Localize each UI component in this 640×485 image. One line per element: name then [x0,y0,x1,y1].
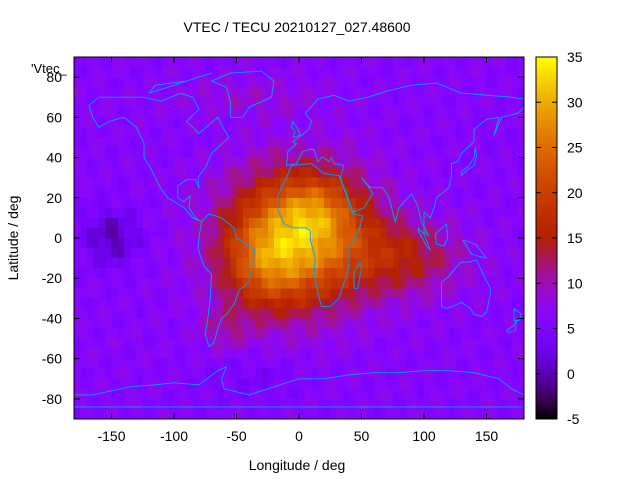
y-ticks: -80 -60 -40 -20 0 20 40 60 80 [42,69,524,407]
colorbar-tick-label: 10 [567,275,583,291]
colorbar-tick-label: 30 [567,94,583,110]
greenland-coast [211,70,275,118]
colorbar-tick-label: 35 [567,49,583,65]
y-axis-label: Latitude / deg [5,196,21,281]
x-tick-label: 100 [412,428,436,444]
y-tick-label: 40 [46,150,62,166]
key-label: 'Vtec_ [31,61,67,76]
y-tick-label: -80 [42,391,62,407]
x-tick-label: 0 [295,428,303,444]
borneo-coast [434,223,449,247]
y-tick-label: 60 [46,109,62,125]
coastlines [74,70,525,408]
vtec-heatmap [74,57,524,419]
north-america-coast [88,92,230,223]
x-tick-label: -150 [97,428,125,444]
colorbar-ticks: 35 30 25 20 15 10 5 0 -5 [536,49,583,427]
arctic-islands-coast [148,72,212,94]
new-zealand-south-coast [506,320,517,333]
antarctica-coast [74,366,525,396]
y-tick-label: -40 [42,310,62,326]
x-tick-label: 50 [354,428,370,444]
y-tick-label: 80 [46,69,62,85]
colorbar-tick-label: 0 [567,366,575,382]
colorbar-tick-label: 20 [567,185,583,201]
uk-coast [291,120,301,138]
africa-coast [277,163,364,307]
colorbar-tick-label: 25 [567,140,583,156]
new-guinea-coast [462,239,487,259]
x-tick-label: 150 [475,428,499,444]
madagascar-coast [353,261,362,289]
colorbar: 35 30 25 20 15 10 5 0 -5 [535,49,583,427]
new-zealand-coast [513,308,522,321]
y-tick-label: 0 [54,230,62,246]
y-tick-label: -60 [42,351,62,367]
plot-area: -150 -100 -50 0 50 100 150 -80 -60 -40 -20 0 20 40 60… [42,56,525,444]
south-america-coast [197,213,256,348]
colorbar-tick-label: 5 [567,321,575,337]
colorbar-tick-label: 15 [567,230,583,246]
eurasia-coast [286,82,525,237]
x-ticks: -150 -100 -50 0 50 100 150 [97,57,498,444]
japan-coast [461,147,477,177]
indonesia-coast [417,227,431,251]
colorbar-gradient [536,57,557,419]
y-tick-label: -20 [42,270,62,286]
y-tick-label: 20 [46,190,62,206]
x-axis-label: Longitude / deg [249,457,346,473]
x-tick-label: -100 [160,428,188,444]
chart-title: VTEC / TECU 20210127_027.48600 [183,19,410,35]
australia-coast [441,259,491,317]
x-tick-label: -50 [226,428,246,444]
colorbar-tick-label: -5 [567,411,580,427]
